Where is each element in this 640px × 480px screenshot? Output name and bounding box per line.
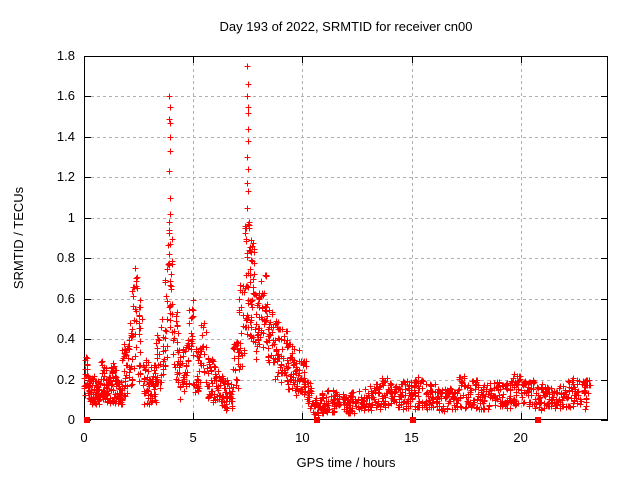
x-tick-label: 15 [404,430,419,445]
y-tick-label: 1.4 [56,128,75,144]
data-points [81,63,594,419]
zero-value-marker [535,417,541,423]
y-tick-label: 0 [67,412,75,427]
grid-lines [85,57,607,419]
y-axis-label: SRMTID / TECUs [11,186,26,290]
y-tick-label: 1 [67,209,75,225]
y-tick-label: 1.6 [56,88,75,104]
x-tick-label: 0 [80,430,88,445]
y-tick-label: 0.4 [56,331,75,347]
plot-border [84,56,608,420]
y-tick-label: 0.8 [56,250,75,266]
zero-value-marker [314,417,320,423]
y-tick-label: 1.2 [56,169,75,185]
y-tick-label: 0.6 [56,290,75,306]
x-axis-label: GPS time / hours [296,455,396,470]
zero-value-marker [410,417,416,423]
x-tick-label: 10 [295,430,310,445]
y-tick-label: 0.2 [56,371,75,387]
zero-value-marker [84,417,90,423]
x-tick-label: 20 [513,430,528,445]
x-tick-label: 5 [189,430,197,445]
chart-title: Day 193 of 2022, SRMTID for receiver cn0… [219,19,473,34]
y-tick-label: 1.8 [56,48,75,63]
